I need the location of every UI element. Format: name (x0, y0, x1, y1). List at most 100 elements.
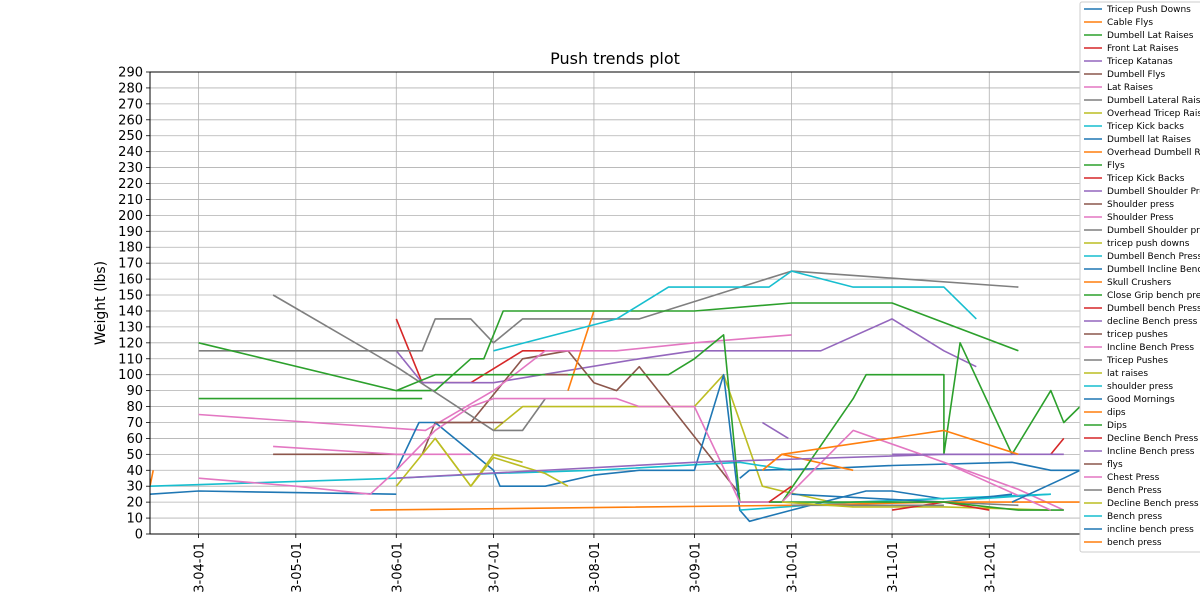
series-line (396, 349, 741, 495)
series-line (395, 334, 1080, 503)
y-tick-label: 100 (118, 368, 143, 383)
legend-label: Cable Flys (1107, 18, 1153, 28)
y-tick-label: 10 (126, 512, 143, 527)
series-line (273, 445, 471, 456)
series-line (198, 334, 792, 432)
legend-label: decline Bench press (1107, 317, 1198, 327)
x-tick-label: 3-05-01 (290, 542, 305, 593)
series-lines (150, 270, 1080, 523)
y-tick-label: 40 (126, 464, 143, 479)
y-tick-label: 50 (126, 448, 143, 463)
legend-label: Dumbell Bench Press (1107, 252, 1200, 262)
x-tick-label: 3-08-01 (588, 542, 603, 593)
y-tick-label: 270 (118, 97, 143, 112)
legend-label: Dumbell Shoulder press (1107, 226, 1200, 236)
legend-label: shoulder press (1107, 382, 1173, 392)
legend-box (1079, 1, 1200, 553)
y-tick-label: 60 (126, 432, 143, 447)
legend-label: lat raises (1107, 369, 1148, 379)
series-line (198, 302, 1019, 392)
legend-label: Flys (1107, 161, 1125, 171)
y-tick-label: 240 (118, 145, 143, 160)
legend-label: Bench press (1107, 512, 1162, 522)
legend-label: Dumbell bench Press (1107, 304, 1200, 314)
legend-label: Close Grip bench press (1107, 291, 1200, 301)
y-tick-label: 220 (118, 177, 143, 192)
series-line (493, 270, 977, 352)
legend-label: Shoulder press (1107, 200, 1174, 210)
legend-label: tricep pushes (1107, 330, 1168, 340)
x-tick-label: 3-12-01 (983, 542, 998, 593)
y-tick-label: 200 (118, 209, 143, 224)
series-line (150, 461, 792, 487)
series-line (976, 493, 1051, 500)
series-line (150, 470, 154, 487)
legend-label: Dumbell Incline Bench Press (1107, 265, 1200, 275)
y-tick-label: 110 (118, 352, 143, 367)
y-tick-label: 210 (118, 193, 143, 208)
series-line (492, 373, 1051, 511)
y-tick-label: 160 (118, 273, 143, 288)
series-line (768, 485, 793, 503)
y-tick-label: 140 (118, 304, 143, 319)
y-tick-label: 180 (118, 241, 143, 256)
y-tick-label: 70 (126, 416, 143, 431)
legend-label: Overhead Dumbell Raises (1107, 148, 1200, 158)
legend-label: Tricep Katanas (1106, 57, 1173, 67)
y-tick-label: 170 (118, 257, 143, 272)
series-line (739, 461, 1080, 479)
legend-label: Tricep Kick backs (1106, 122, 1184, 132)
y-tick-label: 30 (126, 480, 143, 495)
series-line (761, 429, 1019, 471)
legend-label: Dumbell Lateral Raises (1107, 96, 1200, 106)
y-tick-label: 280 (118, 81, 143, 96)
legend-label: Skull Crushers (1107, 278, 1172, 288)
legend-label: Lat Raises (1107, 83, 1153, 93)
series-line (370, 501, 1080, 511)
series-line (396, 453, 1064, 479)
legend-label: Incline Bench press (1107, 447, 1195, 457)
series-line (781, 501, 854, 508)
chart-title: Push trends plot (550, 49, 680, 68)
series-line (395, 373, 945, 523)
x-tick-label: 3-07-01 (487, 542, 502, 593)
series-line (150, 490, 397, 495)
legend-label: Dumbell Flys (1107, 70, 1166, 80)
x-axis: 3-04-01 3-05-01 3-06-01 3-07-01 3-08-01 3-09-… (193, 534, 998, 593)
x-tick-label: 3-06-01 (390, 542, 405, 593)
y-tick-label: 190 (118, 225, 143, 240)
legend-label: Tricep Push Downs (1106, 5, 1191, 15)
legend-label: Decline Bench Press (1107, 434, 1198, 444)
legend-label: Dumbell Shoulder Press (1107, 187, 1200, 197)
legend-label: Decline Bench press (1107, 499, 1199, 509)
legend-label: bench press (1107, 538, 1162, 548)
series-line (395, 318, 977, 384)
y-tick-label: 90 (126, 384, 143, 399)
legend-label: Tricep Kick Backs (1106, 174, 1185, 184)
legend-label: incline bench press (1107, 525, 1194, 535)
legend-label: Dumbell Lat Raises (1107, 31, 1194, 41)
series-line (395, 437, 569, 488)
y-tick-label: 80 (126, 400, 143, 415)
y-tick-label: 120 (118, 336, 143, 351)
y-tick-label: 260 (118, 113, 143, 128)
legend-label: Chest Press (1107, 473, 1160, 483)
x-tick-label: 3-09-01 (688, 542, 703, 593)
y-axis-label: Weight (lbs) (93, 261, 109, 345)
y-tick-label: 20 (126, 496, 143, 511)
y-tick-label: 0 (135, 528, 143, 543)
legend: Tricep Push Downs Cable Flys Dumbell Lat R… (1079, 1, 1200, 553)
y-tick-label: 250 (118, 129, 143, 144)
series-line (943, 461, 1052, 511)
legend-label: dips (1107, 408, 1126, 418)
legend-label: Dips (1107, 421, 1127, 431)
legend-label: Overhead Tricep Raises (1107, 109, 1200, 119)
legend-label: Tricep Pushes (1106, 356, 1168, 366)
y-tick-label: 290 (118, 66, 143, 81)
series-line (434, 437, 523, 488)
legend-label: Dumbell lat Raises (1107, 135, 1191, 145)
x-tick-label: 3-11-01 (886, 542, 901, 593)
legend-label: flys (1107, 460, 1123, 470)
legend-label: Good Mornings (1107, 395, 1175, 405)
